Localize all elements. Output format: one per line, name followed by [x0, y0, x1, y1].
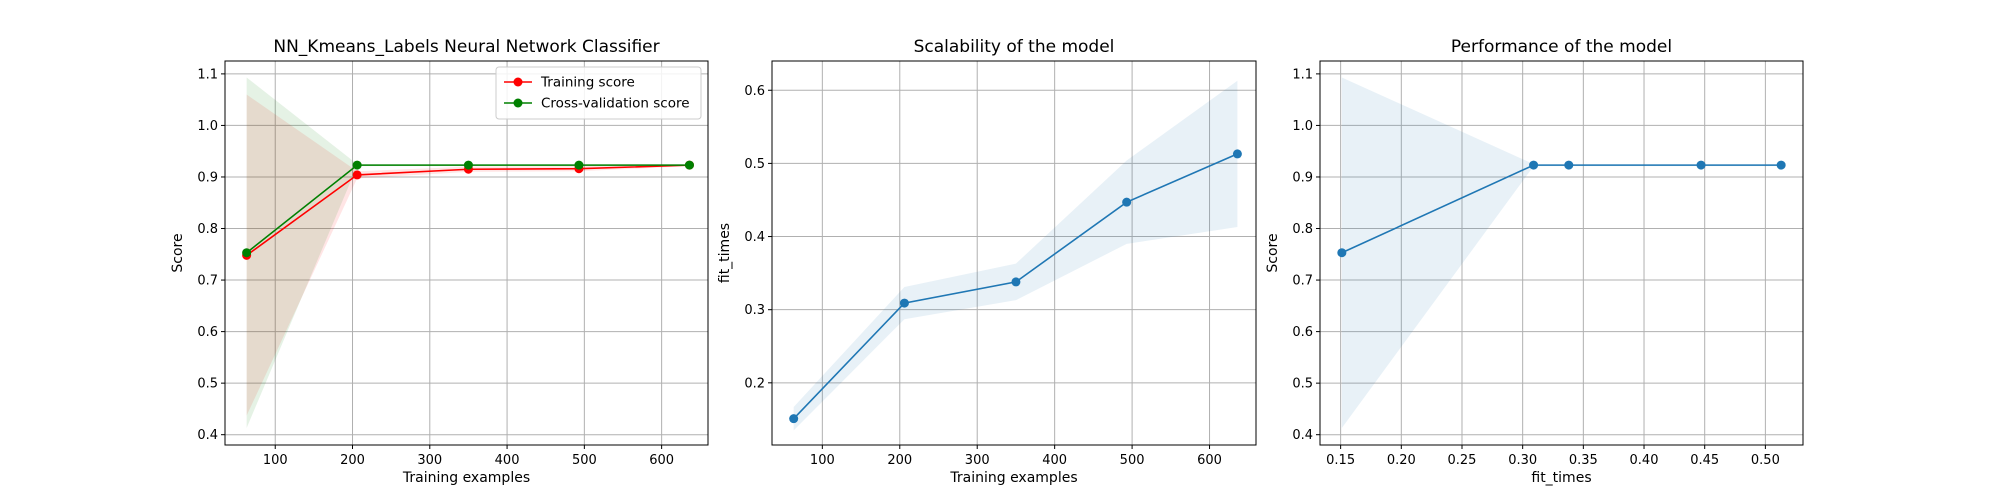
legend-marker-1 — [513, 77, 523, 87]
y-axis-label: Score — [170, 233, 186, 272]
chart-panel-3: 0.15 0.20 0.25 0.30 0.35 0.40 0.45 0.50 0.4 0.5 0.… — [1265, 37, 1804, 486]
y-tick-label-1: 0.3 — [744, 303, 765, 318]
y-tick-label-5: 0.9 — [197, 170, 218, 185]
data-point-s2-5 — [684, 160, 694, 170]
legend-label-2: Cross-validation score — [541, 96, 690, 112]
x-tick-label-2: 300 — [965, 453, 990, 468]
x-tick-label-4: 0.35 — [1569, 453, 1598, 468]
y-tick-label-1: 0.5 — [1292, 377, 1313, 392]
x-axis-label: Training examples — [402, 470, 530, 486]
data-point-s2-4 — [574, 160, 584, 170]
confidence-band-2 — [246, 77, 690, 428]
y-tick-label-0: 0.4 — [1292, 428, 1313, 443]
data-point-s1-4 — [1696, 160, 1706, 170]
x-tick-label-5: 600 — [649, 453, 674, 468]
x-tick-label-3: 400 — [1042, 453, 1067, 468]
axes-frame — [1319, 60, 1804, 446]
y-tick-label-5: 0.9 — [1292, 170, 1313, 185]
legend-box — [495, 66, 702, 120]
chart-title: Performance of the model — [1451, 37, 1672, 57]
data-point-s2-3 — [463, 160, 473, 170]
data-point-s1-4 — [1122, 197, 1132, 207]
x-tick-label-1: 200 — [887, 453, 912, 468]
x-tick-label-2: 0.25 — [1448, 453, 1477, 468]
y-tick-label-2: 0.6 — [1292, 325, 1313, 340]
data-point-s1-1 — [1337, 248, 1347, 258]
data-point-s1-1 — [789, 414, 799, 424]
x-tick-label-5: 0.40 — [1630, 453, 1659, 468]
legend: Training score Cross-validation score — [495, 66, 702, 120]
y-tick-label-1: 0.5 — [197, 377, 218, 392]
chart-panel-1: 100 200 300 400 500 600 0.4 0.5 0.6 0.7 0.8 0.9 1.0 1… — [170, 37, 709, 486]
y-axis-label: Score — [1265, 233, 1281, 272]
data-point-s2-1 — [242, 248, 252, 258]
x-axis-label: Training examples — [949, 470, 1077, 486]
x-tick-label-3: 400 — [495, 453, 520, 468]
data-point-s1-2 — [1529, 160, 1539, 170]
confidence-band-1 — [793, 80, 1238, 431]
y-tick-label-2: 0.4 — [744, 230, 765, 245]
y-tick-label-2: 0.6 — [197, 325, 218, 340]
y-axis-label: fit_times — [717, 223, 733, 283]
x-tick-label-7: 0.50 — [1751, 453, 1780, 468]
y-tick-label-6: 1.0 — [1292, 119, 1313, 134]
data-point-s1-2 — [899, 298, 909, 308]
x-tick-label-3: 0.30 — [1508, 453, 1537, 468]
confidence-band-1 — [1341, 77, 1782, 428]
y-tick-label-7: 1.1 — [1292, 67, 1313, 82]
y-tick-label-6: 1.0 — [197, 119, 218, 134]
data-point-s1-3 — [1011, 277, 1021, 287]
data-point-s1-3 — [1564, 160, 1574, 170]
y-tick-label-4: 0.8 — [1292, 222, 1313, 237]
chart-title: NN_Kmeans_Labels Neural Network Classifi… — [273, 37, 659, 57]
x-axis-label: fit_times — [1531, 470, 1591, 486]
x-tick-label-1: 200 — [340, 453, 365, 468]
axes-frame — [771, 60, 1257, 446]
y-tick-label-3: 0.5 — [744, 157, 765, 172]
y-tick-label-0: 0.4 — [197, 428, 218, 443]
x-tick-label-5: 600 — [1197, 453, 1222, 468]
y-tick-label-3: 0.7 — [1292, 274, 1313, 289]
x-tick-label-6: 0.45 — [1690, 453, 1719, 468]
y-tick-label-0: 0.2 — [744, 376, 765, 391]
y-tick-label-4: 0.6 — [744, 84, 765, 99]
x-tick-label-0: 0.15 — [1326, 453, 1355, 468]
legend-marker-2 — [513, 98, 523, 108]
x-tick-label-4: 500 — [1120, 453, 1145, 468]
y-tick-label-7: 1.1 — [197, 67, 218, 82]
data-point-s1-2 — [352, 170, 362, 180]
x-tick-label-0: 100 — [263, 453, 288, 468]
chart-panel-2: 100 200 300 400 500 600 0.2 0.3 0.4 0.5 0.6 Scalabi… — [717, 37, 1257, 486]
x-tick-label-2: 300 — [417, 453, 442, 468]
data-point-s1-5 — [1776, 160, 1786, 170]
y-tick-label-3: 0.7 — [197, 274, 218, 289]
data-point-s1-5 — [1232, 149, 1242, 159]
x-tick-label-4: 500 — [572, 453, 597, 468]
data-point-s2-2 — [352, 160, 362, 170]
y-tick-label-4: 0.8 — [197, 222, 218, 237]
x-tick-label-0: 100 — [810, 453, 835, 468]
x-tick-label-1: 0.20 — [1387, 453, 1416, 468]
axes-frame — [224, 60, 709, 446]
legend-label-1: Training score — [540, 75, 635, 91]
chart-title: Scalability of the model — [914, 37, 1115, 57]
